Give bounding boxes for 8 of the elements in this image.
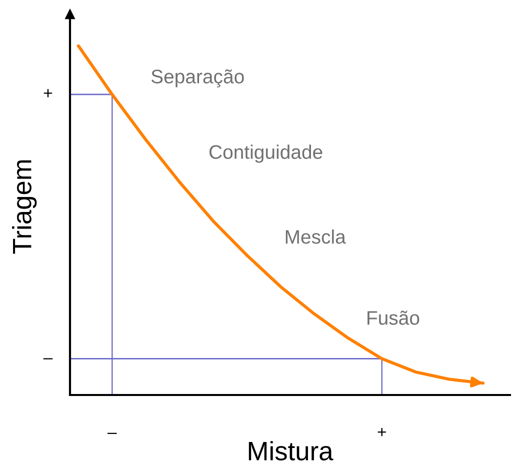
- ref-line-label: +: [44, 89, 52, 98]
- ref-line-label: –: [43, 358, 53, 360]
- annotation: Separação: [151, 69, 244, 88]
- annotation: Contiguidade: [209, 144, 322, 163]
- annotation: Fusão: [368, 310, 420, 325]
- x-axis-title: Mistura: [248, 441, 334, 460]
- y-axis-title: Triagem: [12, 160, 37, 254]
- annotation: Mescla: [286, 229, 346, 244]
